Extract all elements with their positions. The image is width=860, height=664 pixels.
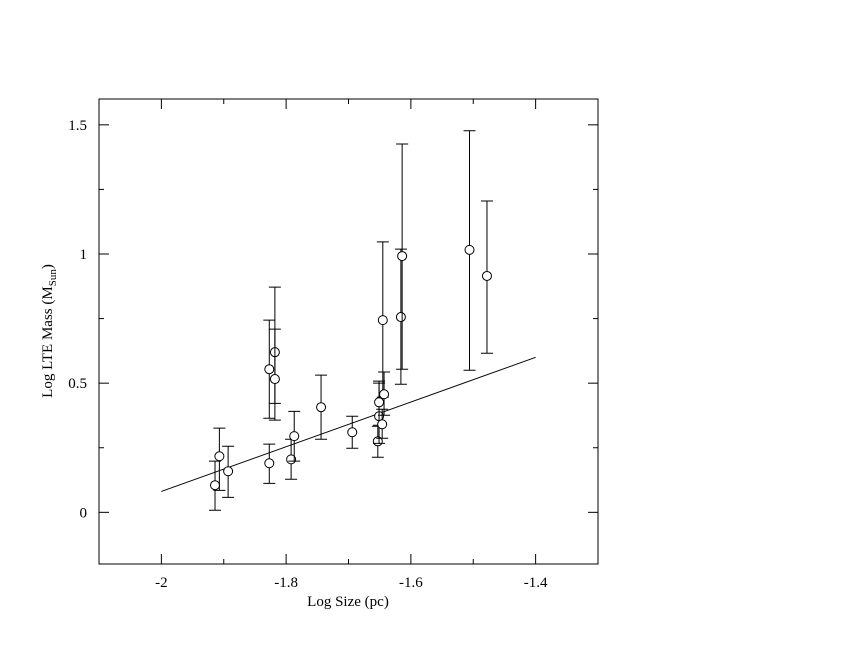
x-tick-label: -1.4 <box>524 575 548 591</box>
data-point <box>316 402 327 413</box>
data-point <box>210 480 221 491</box>
data-point <box>223 466 234 477</box>
y-tick-label: 1.5 <box>68 118 87 134</box>
data-point <box>269 374 280 385</box>
x-tick-label: -2 <box>155 575 168 591</box>
x-tick-label: -1.8 <box>274 575 298 591</box>
data-point <box>289 431 300 442</box>
data-point <box>379 389 390 400</box>
x-axis-label: Log Size (pc) <box>307 594 389 610</box>
data-point <box>397 251 408 262</box>
y-axis-label: Log LTE Mass (MSun) <box>40 264 59 398</box>
plot-frame <box>98 98 599 565</box>
data-point <box>347 427 358 438</box>
y-label-sub: Sun <box>47 269 59 287</box>
fit-line <box>161 356 536 492</box>
data-point <box>264 458 275 469</box>
data-point <box>214 451 225 462</box>
y-tick-label: 0 <box>80 505 88 521</box>
y-label-text: Log LTE Mass (M <box>40 286 56 398</box>
y-label-end: ) <box>40 264 56 269</box>
x-tick-label: -1.6 <box>399 575 423 591</box>
data-point <box>264 364 275 375</box>
data-point <box>377 419 388 430</box>
y-tick-label: 1 <box>80 247 88 263</box>
data-point <box>374 397 385 408</box>
y-tick-label: 0.5 <box>68 376 87 392</box>
data-point <box>377 315 388 326</box>
data-point <box>481 270 492 281</box>
data-point <box>464 244 475 255</box>
data-point <box>395 312 406 323</box>
